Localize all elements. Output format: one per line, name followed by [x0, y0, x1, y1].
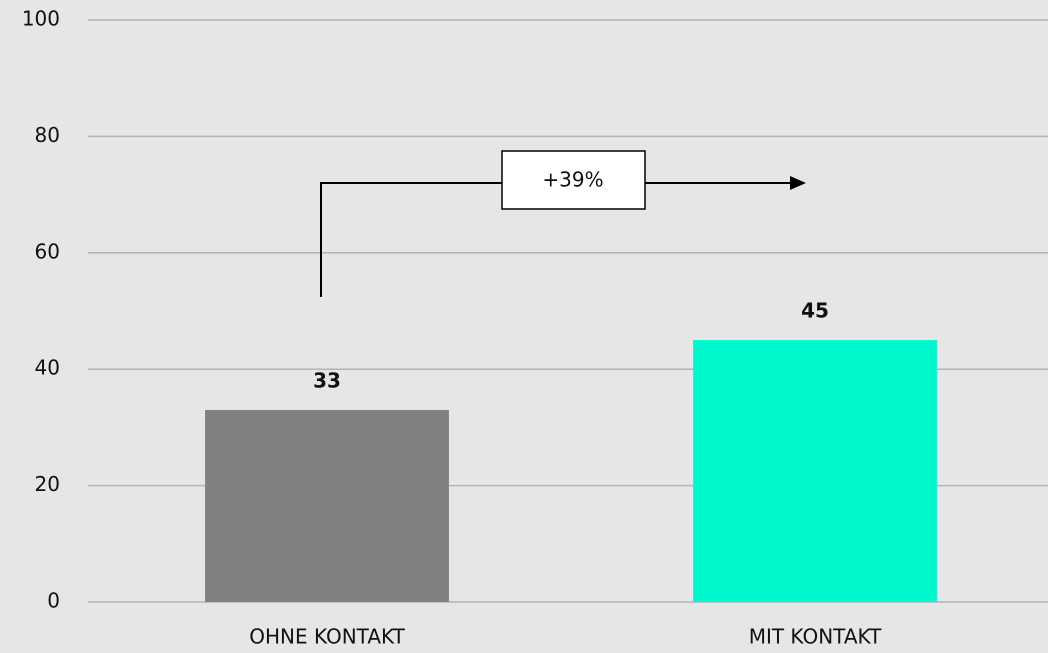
y-tick-label: 60: [35, 239, 60, 263]
value-label: 45: [801, 299, 829, 323]
x-tick-label: OHNE KONTAKT: [249, 625, 405, 649]
x-tick-label: MIT KONTAKT: [749, 625, 882, 649]
y-tick-label: 0: [47, 589, 60, 613]
y-tick-label: 20: [35, 472, 60, 496]
arrow-line: [320, 182, 502, 297]
y-tick-label: 40: [35, 356, 60, 380]
bar: [693, 340, 937, 602]
y-tick-label: 100: [22, 7, 60, 31]
y-tick-label: 80: [35, 123, 60, 147]
value-label: 33: [313, 368, 341, 392]
annotation: +39%: [542, 168, 603, 192]
bar: [205, 409, 449, 602]
arrow-head: [790, 176, 806, 190]
annotation-box: [501, 150, 646, 210]
annotation-arrow: [320, 182, 792, 297]
